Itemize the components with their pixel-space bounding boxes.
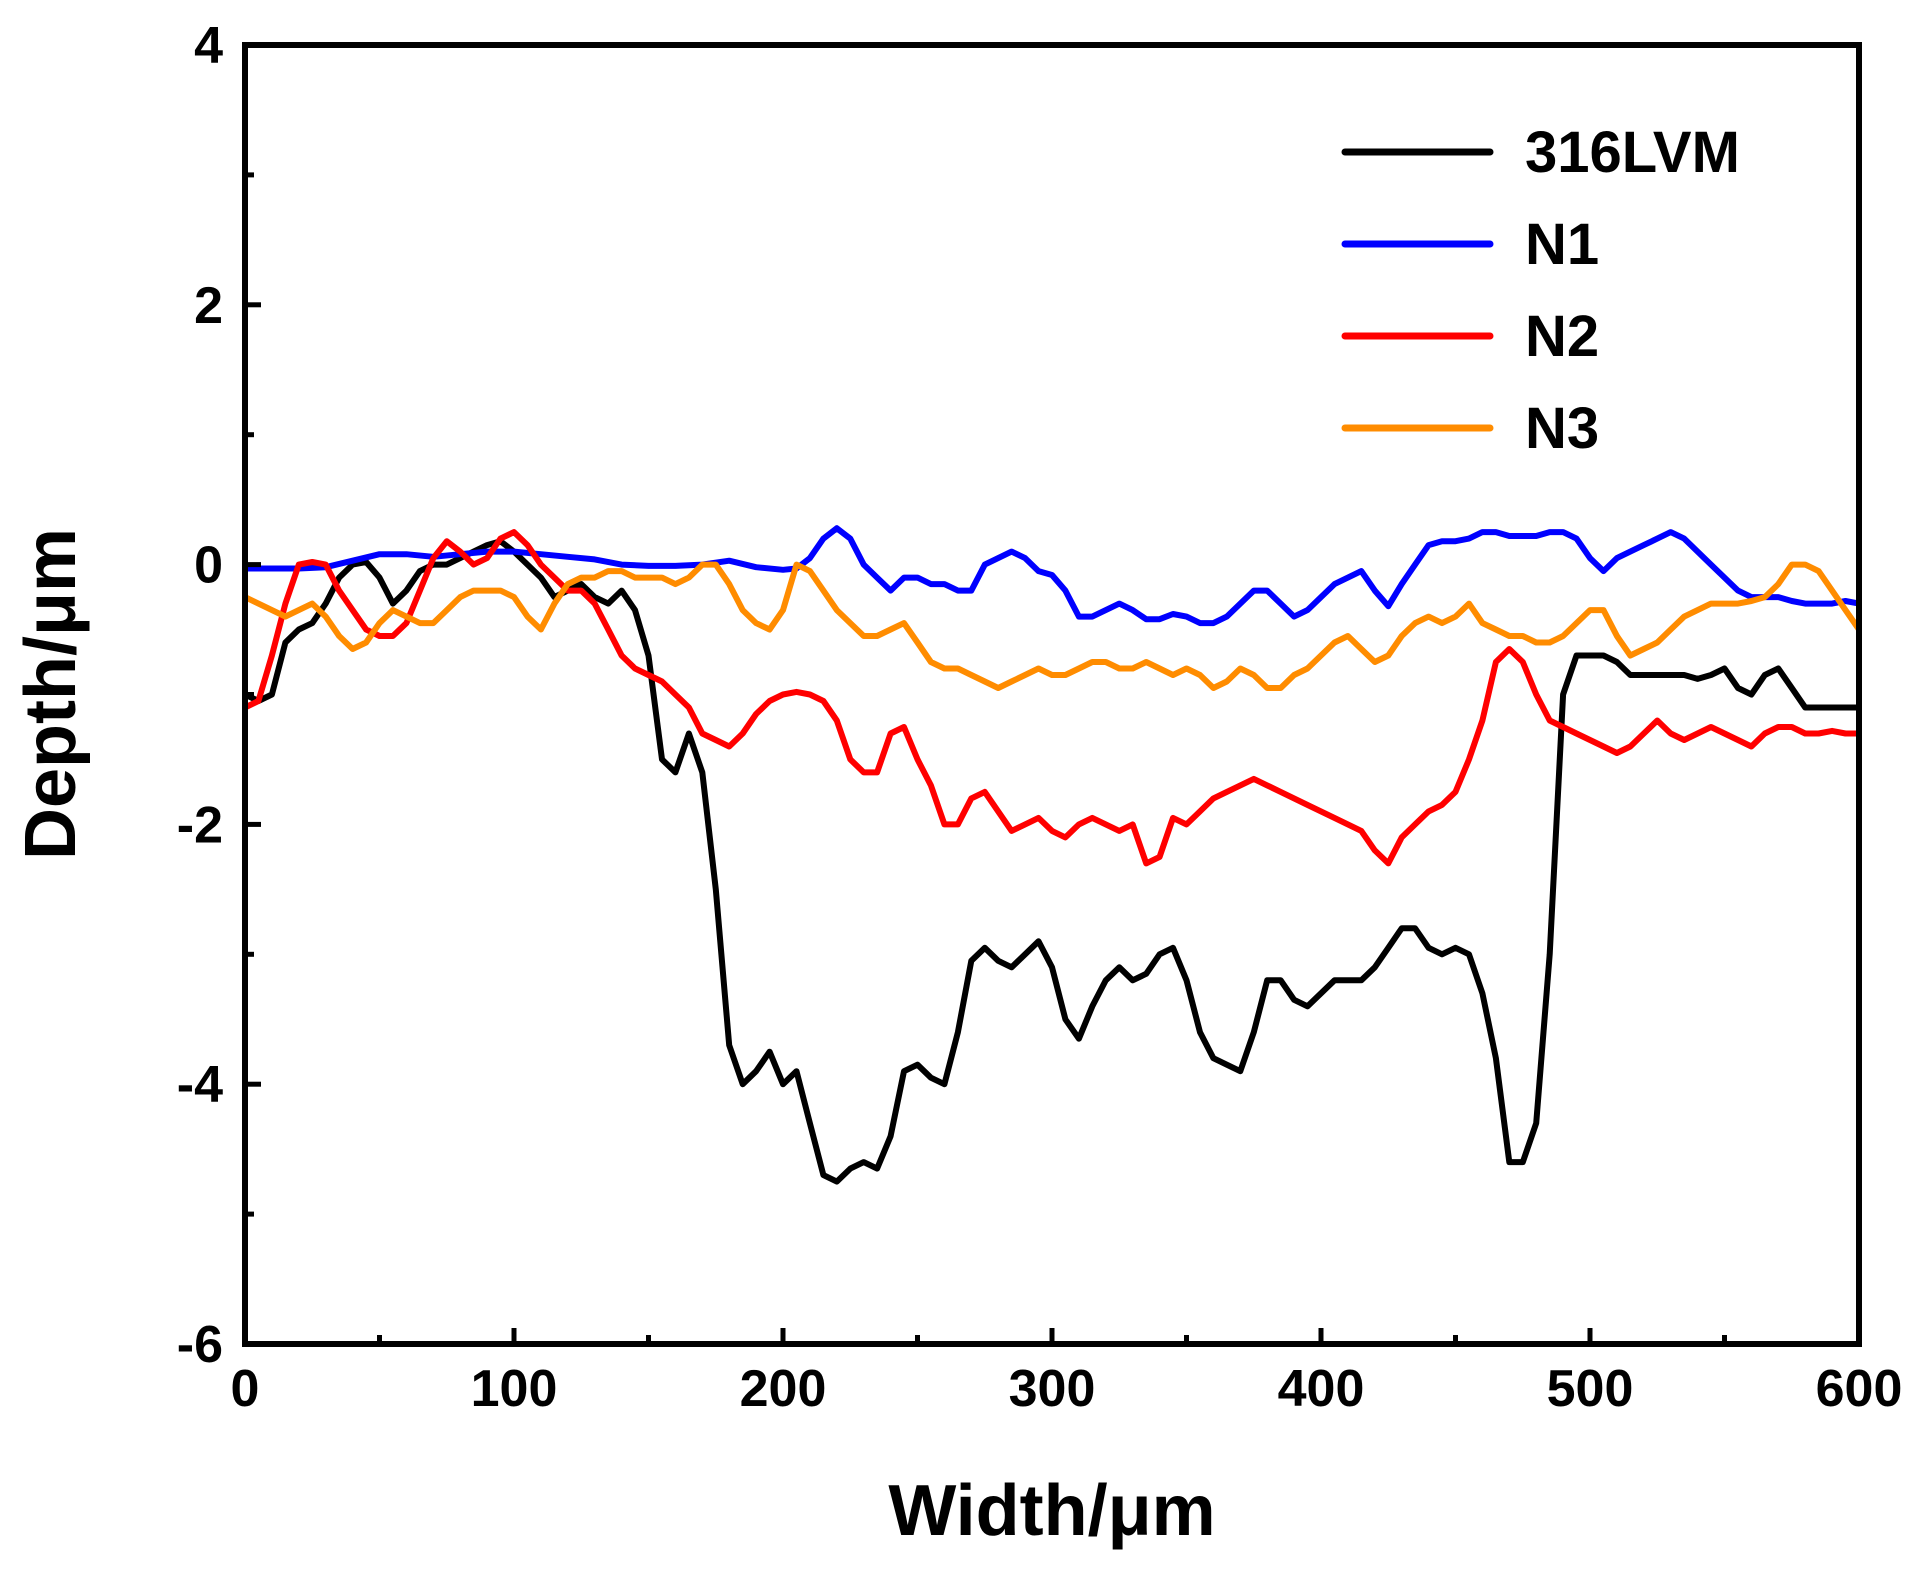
y-axis-title: Depth/μm	[11, 528, 91, 860]
y-tick-label: -2	[177, 796, 223, 854]
axes: 0 100 200 300 400 500 600 -6 -4 -2 0 2 4	[177, 17, 1903, 1418]
series-line-n1	[242, 525, 1862, 627]
legend-label-n2: N2	[1525, 304, 1599, 369]
y-tick-label: 2	[194, 277, 223, 335]
x-tick-label: 500	[1547, 1360, 1634, 1418]
legend-label-316lvm: 316LVM	[1525, 120, 1740, 185]
legend-label-n3: N3	[1525, 396, 1599, 461]
series-line-n2	[242, 529, 1862, 867]
legend-label-n1: N1	[1525, 212, 1599, 277]
x-tick-label: 300	[1009, 1360, 1096, 1418]
legend: 316LVM N1 N2 N3	[1341, 120, 1740, 461]
series-line-n3	[242, 561, 1862, 691]
y-tick-label: 4	[194, 17, 223, 75]
y-tick-label: -4	[177, 1056, 223, 1114]
series-lines	[242, 525, 1862, 1185]
x-tick-label: 100	[471, 1360, 558, 1418]
y-tick-label: -6	[177, 1316, 223, 1374]
x-tick-label: 0	[231, 1360, 260, 1418]
x-tick-label: 600	[1816, 1360, 1903, 1418]
x-tick-label: 200	[740, 1360, 827, 1418]
y-tick-label: 0	[194, 537, 223, 595]
x-axis-title: Width/μm	[888, 1471, 1215, 1551]
plot-frame	[242, 42, 1862, 1347]
x-tick-label: 400	[1278, 1360, 1365, 1418]
